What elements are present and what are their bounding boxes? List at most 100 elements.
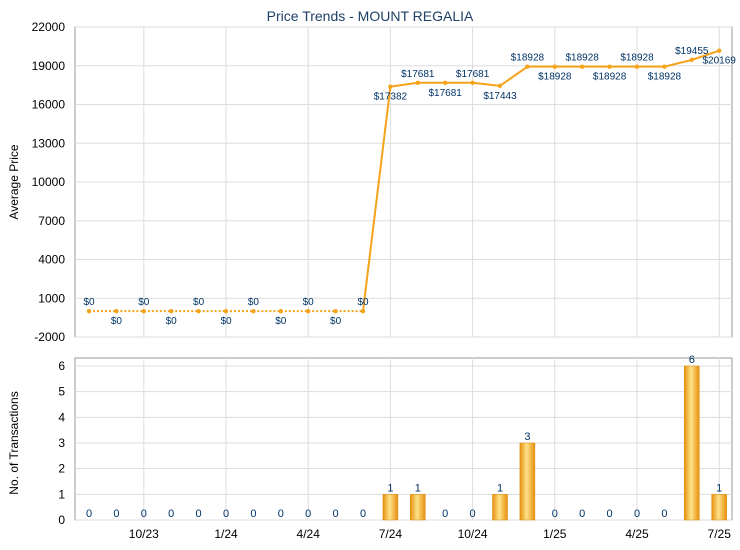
price-y-tick-label: 22000 [32,20,66,34]
x-tick-label: 1/24 [214,527,238,541]
price-point [689,57,694,63]
price-point [525,64,530,69]
price-data-label: $0 [357,297,369,308]
transactions-bar-label: 0 [305,508,311,520]
price-point [607,64,612,69]
transactions-y-axis-title: No. of Transactions [7,391,21,494]
price-y-tick-label: 1000 [38,291,65,305]
price-y-tick-label: 16000 [32,98,66,112]
price-data-label: $18928 [593,72,627,83]
price-y-axis-title: Average Price [7,144,21,219]
price-data-label: $17681 [429,88,463,99]
transactions-y-tick-label: 2 [58,462,65,476]
transactions-bar-label: 0 [634,508,640,520]
transactions-y-tick-label: 6 [58,359,65,373]
transactions-bar [382,494,399,521]
price-point [360,308,366,314]
x-tick-label: 10/23 [129,527,159,541]
transactions-bar [711,494,727,521]
transactions-bar-label: 0 [278,508,284,520]
price-data-label: $0 [248,297,260,308]
price-data-label: $17443 [483,91,517,102]
price-data-label: $17382 [374,92,408,103]
transactions-bar-label: 0 [552,508,558,520]
price-data-label: $18928 [648,72,682,83]
price-line-segment [472,81,501,87]
transactions-bar-label: 0 [86,508,92,520]
price-point [196,308,201,314]
price-point [251,308,256,314]
transactions-bar [519,442,536,521]
price-data-label: $19455 [675,46,709,57]
transactions-bar-label: 0 [223,508,229,520]
price-line-segment [499,65,528,87]
price-point [306,308,311,314]
price-point [114,308,119,314]
price-data-label: $0 [330,316,342,327]
price-data-label: $0 [166,316,178,327]
price-point [634,64,640,69]
price-point [497,83,503,89]
transactions-bar-label: 1 [716,482,722,494]
transactions-bar-label: 1 [497,482,503,494]
price-point [223,308,229,314]
price-y-tick-label: 7000 [38,214,65,228]
price-line-segment [664,58,693,68]
transactions-bar-label: 0 [168,508,174,520]
transactions-bar-label: 0 [333,508,339,520]
transactions-y-tick-label: 5 [58,385,65,399]
transactions-bar-label: 0 [470,508,476,520]
price-data-label: $18928 [538,72,572,83]
x-tick-label: 7/25 [708,527,732,541]
price-line-segment [390,81,418,88]
price-point [86,308,92,314]
price-point [141,308,146,314]
x-tick-label: 7/24 [379,527,403,541]
x-tick-label: 10/24 [458,527,488,541]
price-data-label: $18928 [620,53,654,64]
price-point [552,64,557,69]
price-y-tick-label: 13000 [32,136,66,150]
x-tick-label: 4/25 [625,527,649,541]
transactions-y-tick-label: 3 [58,436,65,450]
price-point [333,308,338,314]
transactions-bar [684,365,700,521]
price-data-label: $17681 [456,69,490,80]
price-point [443,80,448,85]
transactions-bar-label: 1 [415,482,421,494]
price-point [580,64,585,69]
transactions-bar-label: 0 [141,508,147,520]
price-point [415,80,420,85]
transactions-bar-label: 0 [579,508,585,520]
transactions-bar [410,494,426,521]
chart-title: Price Trends - MOUNT REGALIA [267,8,474,24]
transactions-y-tick-label: 4 [58,410,65,424]
price-y-tick-label: 10000 [32,175,66,189]
price-y-tick-label: 19000 [32,59,66,73]
transactions-bar [492,494,508,521]
price-data-label: $20169 [703,56,737,67]
price-data-label: $0 [303,297,315,308]
transactions-plot-area [74,357,733,521]
price-point [662,64,667,69]
transactions-bar-label: 1 [387,482,393,494]
transactions-y-tick-label: 1 [58,487,65,501]
price-data-label: $0 [138,297,150,308]
price-data-label: $0 [193,297,205,308]
price-data-label: $17681 [401,69,435,80]
price-panel: -2000 1000 4000 7000 10000 13000 16000 19000 220… [7,20,736,344]
price-point [169,308,174,314]
price-data-label: $0 [220,316,232,327]
price-y-tick-label: -2000 [34,330,65,344]
price-point [388,84,393,89]
price-point [717,48,722,53]
price-data-label: $0 [83,297,95,308]
transactions-panel: 0 1 2 3 4 5 6 10/23 1/24 4/24 7/24 10/24 1/25 4/25 7/2… [7,354,733,541]
x-tick-label: 4/24 [297,527,321,541]
price-data-label: $0 [111,316,123,327]
transactions-bar-label: 0 [196,508,202,520]
transactions-y-tick-label: 0 [58,513,65,527]
price-data-label: $0 [275,316,287,327]
